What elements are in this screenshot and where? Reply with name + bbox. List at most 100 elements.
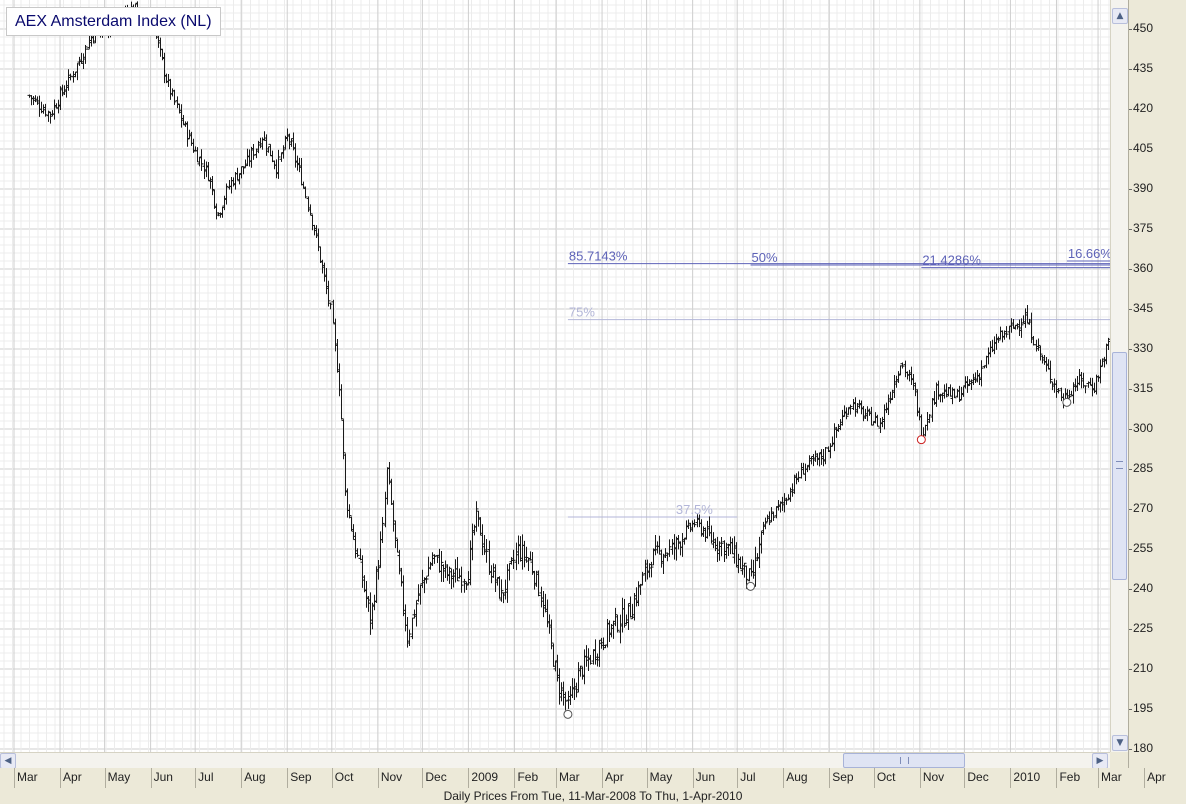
x-tick-label: Nov	[380, 770, 403, 784]
x-tick-separator	[14, 768, 15, 788]
grid-layer	[0, 0, 1110, 752]
x-tick-separator	[829, 768, 831, 788]
x-tick-separator	[241, 768, 243, 788]
y-tick-mark	[1129, 349, 1132, 350]
x-tick-label: Jul	[198, 770, 214, 784]
y-tick-mark	[1129, 229, 1132, 230]
fibonacci-lines: 85.7143% 50% 21.4286% 16.66% 75% 37.5%	[567, 246, 1110, 518]
y-tick-label: 225	[1133, 621, 1154, 635]
y-tick-label: 240	[1133, 581, 1154, 595]
arrow-right-icon[interactable]: ▶	[1092, 753, 1108, 769]
x-tick-label: Apr	[63, 770, 82, 784]
y-tick-label: 360	[1133, 261, 1154, 275]
y-tick-label: 255	[1133, 541, 1154, 555]
chart-title: AEX Amsterdam Index (NL)	[6, 7, 221, 36]
footer-date-range: Daily Prices From Tue, 11-Mar-2008 To Th…	[443, 789, 743, 803]
grip-icon	[900, 757, 909, 764]
vertical-scrollbar[interactable]: ▲ ▼	[1110, 0, 1129, 752]
x-tick-label: Jun	[695, 770, 715, 784]
y-tick-label: 435	[1133, 61, 1154, 75]
x-tick-label: Mar	[559, 770, 580, 784]
x-tick-label: Sep	[290, 770, 312, 784]
x-tick-separator	[150, 768, 152, 788]
grip-icon	[1116, 461, 1123, 469]
x-tick-label: Apr	[1147, 770, 1166, 784]
y-tick-label: 210	[1133, 661, 1154, 675]
y-tick-mark	[1129, 589, 1132, 590]
x-tick-separator	[873, 768, 875, 788]
x-tick-separator	[287, 768, 289, 788]
y-tick-mark	[1129, 149, 1132, 150]
y-tick-mark	[1129, 109, 1132, 110]
y-tick-mark	[1129, 189, 1132, 190]
x-tick-separator	[468, 768, 470, 788]
x-tick-separator	[692, 768, 694, 788]
date-axis: Mar Apr May Jun Jul Aug Sep Oct Nov Dec 2009 Feb Mar…	[0, 768, 1186, 790]
fib-label: 75%	[569, 305, 595, 320]
x-tick-label: Oct	[334, 770, 354, 784]
y-tick-label: 375	[1133, 221, 1154, 235]
chart-canvas: 85.7143% 50% 21.4286% 16.66% 75% 37.5%	[0, 0, 1110, 752]
x-tick-label: Aug	[244, 770, 266, 784]
y-tick-mark	[1129, 69, 1132, 70]
pivot-markers	[563, 397, 1072, 719]
y-tick-mark	[1129, 429, 1132, 430]
vertical-scroll-thumb[interactable]	[1112, 352, 1127, 580]
y-tick-label: 270	[1133, 501, 1154, 515]
y-tick-mark	[1129, 469, 1132, 470]
y-tick-label: 345	[1133, 301, 1154, 315]
y-tick-mark	[1129, 309, 1132, 310]
fib-label: 21.4286%	[922, 253, 981, 268]
y-tick-mark	[1129, 269, 1132, 270]
y-tick-mark	[1129, 509, 1132, 510]
horizontal-scroll-thumb[interactable]	[843, 753, 965, 768]
x-tick-separator	[104, 768, 106, 788]
arrow-down-icon[interactable]: ▼	[1112, 735, 1128, 751]
x-tick-label: May	[649, 770, 673, 784]
fib-label: 50%	[752, 250, 778, 265]
x-tick-separator	[195, 768, 197, 788]
x-tick-label: Sep	[832, 770, 854, 784]
x-tick-separator	[1144, 768, 1146, 788]
x-tick-label: Jul	[740, 770, 756, 784]
pivot-low-marker	[563, 709, 573, 719]
y-tick-mark	[1129, 389, 1132, 390]
x-tick-label: Dec	[967, 770, 989, 784]
arrow-left-icon[interactable]: ◀	[0, 753, 16, 769]
pivot-low-marker	[1062, 397, 1072, 407]
x-tick-separator	[377, 768, 379, 788]
x-tick-label: Jun	[153, 770, 173, 784]
x-tick-separator	[422, 768, 424, 788]
x-tick-label: 2009	[471, 770, 499, 784]
x-tick-label: Apr	[605, 770, 624, 784]
pivot-low-marker	[746, 581, 756, 591]
x-tick-separator	[1010, 768, 1012, 788]
y-tick-label: 450	[1133, 21, 1154, 35]
x-tick-label: Mar	[1101, 770, 1122, 784]
y-tick-label: 315	[1133, 381, 1154, 395]
x-tick-separator	[556, 768, 558, 788]
x-tick-separator	[919, 768, 921, 788]
horizontal-scrollbar[interactable]: ◀ ▶	[0, 752, 1110, 769]
y-tick-label: 330	[1133, 341, 1154, 355]
x-tick-separator	[783, 768, 785, 788]
x-tick-separator	[331, 768, 333, 788]
x-tick-label: Feb	[517, 770, 539, 784]
x-tick-separator	[514, 768, 516, 788]
arrow-up-icon[interactable]: ▲	[1112, 8, 1128, 24]
x-tick-label: Dec	[425, 770, 447, 784]
x-tick-separator	[964, 768, 966, 788]
x-tick-label: May	[107, 770, 131, 784]
x-tick-separator	[737, 768, 739, 788]
y-tick-label: 420	[1133, 101, 1154, 115]
x-tick-label: 2010	[1013, 770, 1041, 784]
y-tick-label: 300	[1133, 421, 1154, 435]
y-tick-mark	[1129, 749, 1132, 750]
fib-label: 37.5%	[676, 502, 713, 517]
y-tick-label: 285	[1133, 461, 1154, 475]
x-tick-separator	[1098, 768, 1100, 788]
y-tick-label: 390	[1133, 181, 1154, 195]
y-tick-mark	[1129, 629, 1132, 630]
y-tick-label: 405	[1133, 141, 1154, 155]
chart-plot-area[interactable]: 85.7143% 50% 21.4286% 16.66% 75% 37.5% AEX Am…	[0, 0, 1110, 752]
